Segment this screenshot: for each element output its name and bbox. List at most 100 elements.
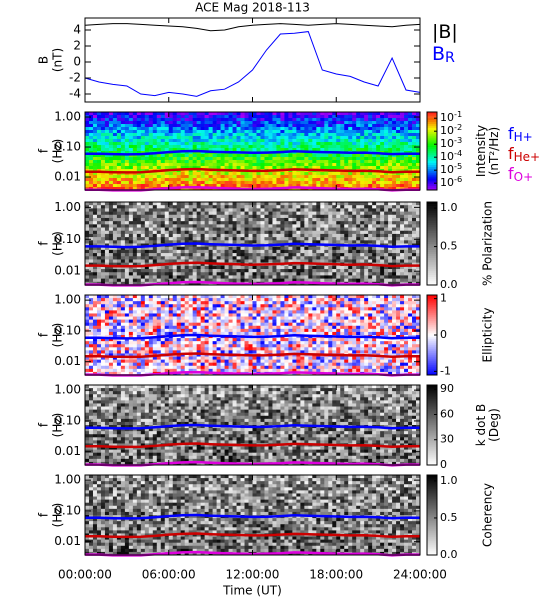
spectrogram-cell — [100, 178, 106, 182]
spectrogram-cell — [104, 272, 110, 276]
spectrogram-cell — [136, 233, 142, 238]
spectrogram-cell — [376, 295, 381, 299]
spectrogram-cell — [108, 221, 114, 225]
spectrogram-cell — [108, 256, 114, 260]
spectrogram-cell — [144, 278, 150, 283]
spectrogram-cell — [404, 275, 409, 279]
spectrogram-cell — [328, 221, 333, 225]
spectrogram-cell — [160, 133, 166, 137]
spectrogram-cell — [156, 211, 162, 216]
spectrogram-cell — [236, 112, 241, 116]
spectrogram-cell — [248, 136, 253, 140]
spectrogram-cell — [252, 278, 257, 283]
spectrogram-cell — [184, 249, 189, 254]
spectrogram-cell — [336, 172, 341, 176]
spectrogram-cell — [112, 118, 118, 122]
spectrogram-cell — [148, 115, 154, 119]
spectrogram-cell — [264, 227, 269, 232]
spectrogram-cell — [180, 256, 185, 260]
spectrogram-cell — [380, 121, 385, 125]
spectrogram-cell — [148, 295, 154, 299]
spectrogram-cell — [196, 281, 201, 286]
spectrogram-cell — [352, 142, 357, 146]
spectrogram-cell — [380, 205, 385, 209]
spectrogram-cell — [156, 240, 162, 244]
spectrogram-cell — [112, 301, 118, 305]
spectrogram-cell — [236, 298, 241, 302]
spectrogram-cell — [376, 184, 381, 188]
spectrogram-cell — [312, 136, 317, 140]
spectrogram-cell — [368, 205, 373, 209]
spectrogram-cell — [328, 145, 333, 149]
spectrogram-cell — [224, 163, 229, 167]
spectrogram-cell — [180, 115, 185, 119]
spectrogram-cell — [240, 133, 245, 137]
spectrogram-cell — [140, 181, 146, 185]
spectrogram-cell — [92, 240, 98, 244]
spectrogram-cell — [316, 237, 321, 241]
spectrogram-cell — [232, 202, 237, 206]
spectrogram-cell — [148, 259, 154, 263]
spectrogram-cell — [140, 175, 146, 179]
spectrogram-cell — [292, 253, 297, 257]
spectrogram-cell — [88, 265, 94, 270]
spectrogram-cell — [264, 272, 269, 276]
spectrogram-cell — [208, 163, 213, 167]
spectrogram-cell — [280, 160, 285, 164]
spectrogram-cell — [176, 178, 182, 182]
spectrogram-cell — [196, 214, 201, 219]
spectrogram-cell — [308, 253, 313, 257]
spectrogram-cell — [312, 295, 317, 299]
spectrogram-cell — [248, 130, 253, 134]
spectrogram-cell — [212, 265, 217, 270]
spectrogram-cell — [388, 145, 393, 149]
spectrogram-cell — [216, 178, 221, 182]
spectrogram-cell — [240, 256, 245, 260]
spectrogram-cell — [152, 307, 158, 311]
spectrogram-cell — [284, 240, 289, 244]
spectrogram-cell — [152, 233, 158, 238]
spectrogram-cell — [316, 166, 321, 170]
spectrogram-cell — [220, 233, 225, 238]
spectrogram-cell — [140, 259, 146, 263]
spectrogram-cell — [172, 249, 178, 254]
spectrogram-cell — [248, 275, 253, 279]
spectrogram-cell — [384, 256, 389, 260]
spectrogram-cell — [296, 256, 301, 260]
spectrogram-cell — [280, 295, 285, 299]
spectrogram-cell — [236, 211, 241, 216]
spectrogram-cell — [204, 121, 209, 125]
spectrogram-cell — [384, 211, 389, 216]
spectrogram-cell — [284, 249, 289, 254]
colorbar-cell — [427, 243, 437, 246]
spectrogram-cell — [408, 160, 413, 164]
spectrogram-cell — [364, 227, 369, 232]
spectrogram-cell — [352, 246, 357, 251]
spectrogram-cell — [264, 133, 269, 137]
spectrogram-cell — [308, 278, 313, 283]
spectrogram-cell — [232, 124, 237, 128]
spectrogram-cell — [100, 187, 106, 191]
spectrogram-cell — [208, 112, 213, 116]
spectrogram-cell — [372, 205, 377, 209]
spectrogram-cell — [100, 217, 106, 222]
spectrogram-cell — [392, 133, 397, 137]
spectrogram-cell — [148, 256, 154, 260]
spectrogram-cell — [228, 230, 233, 235]
spectrogram-cell — [340, 160, 345, 164]
spectrogram-cell — [280, 172, 285, 176]
spectrogram-cell — [136, 163, 142, 167]
spectrogram-cell — [348, 278, 353, 283]
spectrogram-cell — [176, 217, 182, 222]
spectrogram-cell — [164, 139, 170, 143]
spectrogram-cell — [264, 118, 269, 122]
spectrogram-cell — [216, 142, 221, 146]
spectrogram-cell — [276, 221, 281, 225]
spectrogram-cell — [280, 259, 285, 263]
spectrogram-cell — [108, 115, 114, 119]
spectrogram-cell — [104, 281, 110, 286]
spectrogram-cell — [296, 202, 301, 206]
spectrogram-cell — [120, 133, 126, 137]
spectrogram-cell — [304, 208, 309, 212]
spectrogram-cell — [108, 265, 114, 270]
